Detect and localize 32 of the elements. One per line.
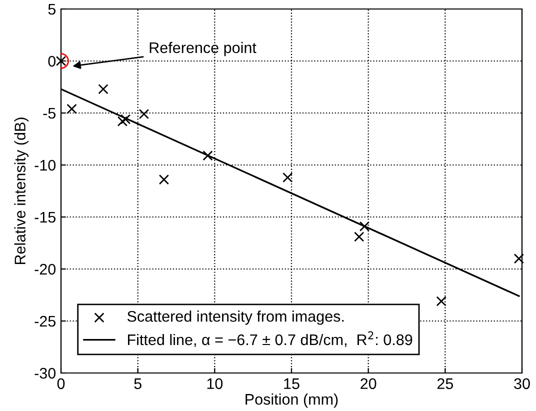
point xyxy=(120,114,131,124)
point xyxy=(514,254,524,264)
point xyxy=(354,232,364,242)
point xyxy=(436,296,446,306)
y-tick-label: -30 xyxy=(34,368,56,379)
x-axis-title: Position (mm) xyxy=(246,393,338,408)
point xyxy=(202,150,213,161)
x-tick-label: 10 xyxy=(207,378,223,390)
y-tick-label: -20 xyxy=(34,264,56,275)
legend-label: Fitted line, α = −6.7 ± 0.7 dB/cm, R$^{2}$: 0.89 xyxy=(128,331,412,347)
x-tick-label: 30 xyxy=(514,378,530,390)
x-tick-label: 5 xyxy=(134,378,142,390)
y-tick-label: -5 xyxy=(43,108,56,119)
y-tick-label: -25 xyxy=(34,316,56,327)
point xyxy=(158,174,170,185)
legend-label: Scattered intensity from images. xyxy=(127,310,344,325)
point xyxy=(98,84,108,94)
annotation: Reference point xyxy=(150,42,256,56)
point xyxy=(138,108,150,120)
x-tick-label: 25 xyxy=(437,378,454,390)
point xyxy=(282,172,293,183)
point xyxy=(117,116,128,126)
point xyxy=(359,221,370,232)
y-axis-title: Relative intensity (dB) xyxy=(14,118,29,264)
y-tick-label: -15 xyxy=(34,212,56,223)
point xyxy=(56,56,66,66)
x-tick-label: 0 xyxy=(57,378,65,390)
x-tick-label: 20 xyxy=(360,378,376,390)
y-tick-label: -10 xyxy=(34,160,56,171)
y-tick-label: 0 xyxy=(48,56,56,67)
x-tick-label: 15 xyxy=(284,378,300,390)
y-tick-label: 5 xyxy=(48,4,56,15)
